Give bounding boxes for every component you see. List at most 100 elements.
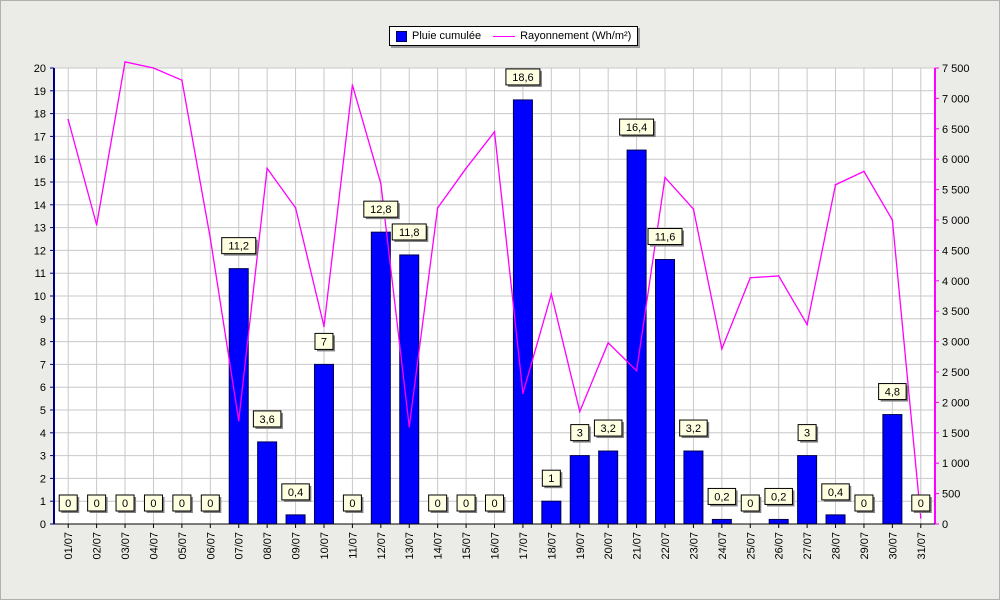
data-label-box [707,487,737,505]
x-axis-tick-label: 15/07 [461,532,473,560]
data-label: 0 [861,498,867,510]
x-axis-tick-label: 08/07 [262,532,274,560]
data-label: 0 [65,498,71,510]
data-label-box [87,494,107,512]
left-axis-tick-label: 9 [40,314,46,326]
radiation-point [209,237,212,240]
data-label: 3,2 [601,423,616,435]
radiation-point [124,61,126,63]
x-axis-tick-label: 25/07 [745,532,757,560]
x-axis-tick-label: 18/07 [546,532,558,560]
legend-bar-swatch [396,30,407,42]
x-axis-tick-label: 01/07 [63,532,75,560]
radiation-point [493,131,496,133]
data-label: 0 [122,498,128,510]
radiation-point [863,170,865,173]
data-label: 3,6 [259,414,274,426]
data-label: 3,2 [686,423,701,435]
left-axis-tick-label: 17 [34,131,46,143]
radiation-point [721,348,723,350]
right-axis-tick-label: 7 000 [942,93,970,105]
rain-bar [598,450,619,525]
radiation-point [67,118,70,121]
x-axis-tick-label: 21/07 [632,532,644,560]
data-label-box [391,223,427,241]
left-axis-tick-label: 8 [40,337,46,349]
x-axis-tick-label: 30/07 [887,532,899,560]
data-label-box [570,424,590,442]
data-label: 0,2 [714,491,729,503]
data-label-box [647,228,683,246]
data-label: 3 [804,428,810,440]
data-label-box [252,410,282,428]
x-axis-tick-label: 05/07 [177,532,189,560]
data-label: 0,4 [828,487,843,499]
left-axis-tick-label: 11 [35,268,46,280]
radiation-point [436,207,439,209]
rain-bar [797,455,818,525]
x-axis-tick-label: 02/07 [92,532,104,560]
data-label: 0 [747,498,753,510]
radiation-point [266,167,268,170]
x-axis-tick-label: 03/07 [120,532,132,560]
rain-bar [399,254,420,525]
rain-bar [512,99,533,525]
data-label-box [281,483,310,501]
legend-label-rain: Pluie cumulée [412,30,482,42]
rain-bar [825,514,846,525]
radiation-point [834,183,837,186]
x-axis-tick-label: 16/07 [490,532,502,560]
radiation-point [692,208,695,210]
radiation-point [578,410,581,413]
left-axis-tick-label: 4 [40,428,46,440]
data-label: 0 [207,498,213,510]
left-axis-tick-label: 5 [40,405,46,417]
data-label-box [911,494,931,512]
data-label-box [854,494,874,512]
data-label: 0 [463,498,469,510]
x-axis-tick-label: 27/07 [802,532,814,560]
data-label-box [485,494,504,512]
right-axis-tick-label: 5 000 [942,215,970,227]
x-axis-tick-label: 10/07 [319,532,331,560]
data-label: 0,2 [771,491,786,503]
data-label: 0 [179,498,185,510]
right-axis-tick-label: 6 000 [942,154,970,166]
x-axis-tick-label: 11/07 [347,532,359,559]
x-axis-tick-label: 06/07 [205,532,217,560]
radiation-point [806,323,808,326]
x-axis-tick-label: 26/07 [774,532,786,560]
data-label-box [363,200,399,218]
left-axis-tick-label: 14 [34,200,46,212]
data-label-box [200,494,220,512]
left-axis-tick-label: 15 [34,177,46,189]
data-label: 0 [349,498,355,510]
data-label: 3 [577,428,583,440]
data-label-box [172,494,192,512]
data-label: 11,2 [228,241,249,253]
rain-bar [285,514,306,525]
radiation-point [95,224,98,226]
x-axis-tick-label: 31/07 [916,532,928,560]
rain-bar [882,414,903,525]
rain-bar [257,441,278,525]
data-label-box [314,332,334,350]
left-axis-tick-label: 12 [34,245,46,257]
data-label-box [679,419,708,437]
data-label: 11,6 [655,232,676,244]
x-axis-tick-label: 22/07 [660,532,672,560]
data-label: 18,6 [512,72,533,84]
left-axis-tick-label: 7 [40,359,46,371]
data-label-box [878,383,907,401]
right-axis-tick-label: 4 500 [942,245,970,257]
x-axis-tick-label: 12/07 [376,532,388,560]
rain-bar [655,259,676,525]
rain-bar [683,450,704,525]
radiation-point [749,276,752,279]
x-axis-tick-label: 24/07 [717,532,729,560]
legend-line-swatch [493,35,516,37]
right-axis-tick-label: 4 000 [942,276,970,288]
data-label-box [740,494,760,512]
right-axis-tick-label: 500 [942,489,960,501]
x-axis-tick-label: 04/07 [148,532,160,560]
